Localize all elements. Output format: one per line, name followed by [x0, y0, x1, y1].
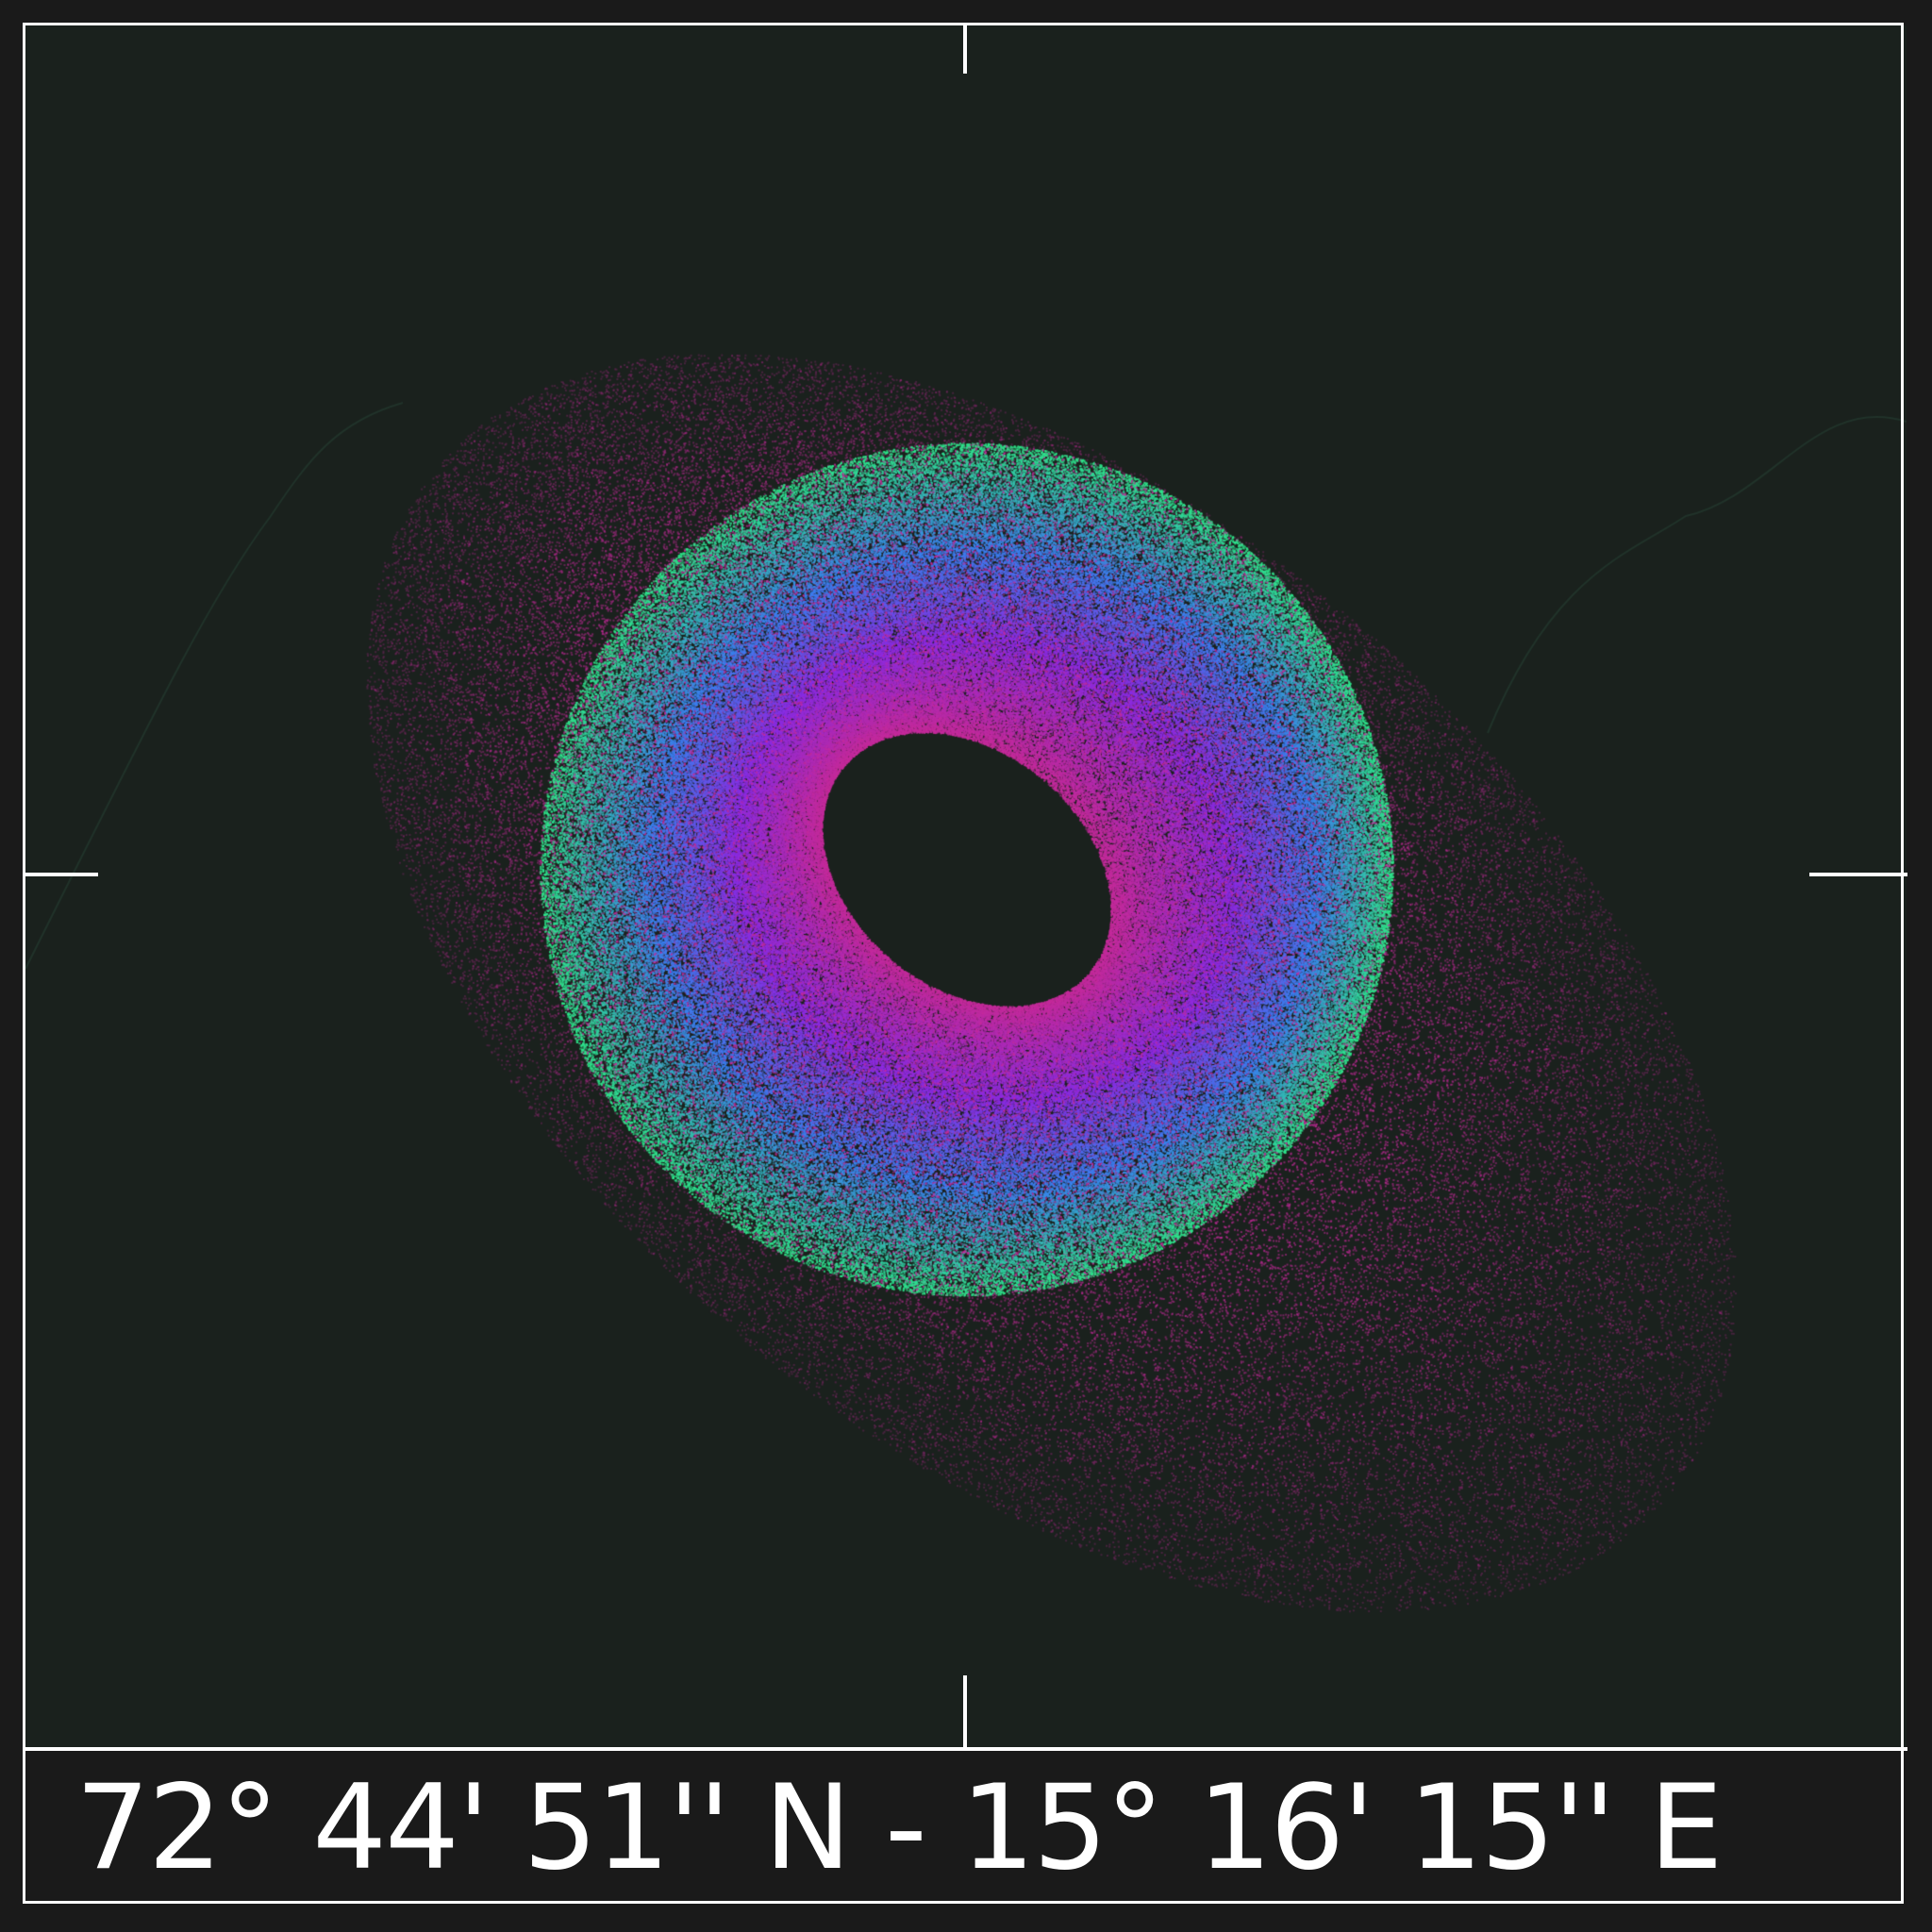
- ring-artwork: [25, 25, 1907, 1750]
- frame-border: [23, 23, 1904, 1904]
- crosshair-tick-top-icon: [963, 25, 967, 74]
- crosshair-tick-bottom-icon: [963, 1675, 967, 1749]
- crosshair-tick-left-icon: [25, 873, 98, 876]
- crosshair-tick-right-icon: [1809, 873, 1907, 876]
- coordinates-caption: 72° 44' 51'' N - 15° 16' 15'' E: [75, 1760, 1723, 1896]
- caption-divider: [23, 1747, 1907, 1751]
